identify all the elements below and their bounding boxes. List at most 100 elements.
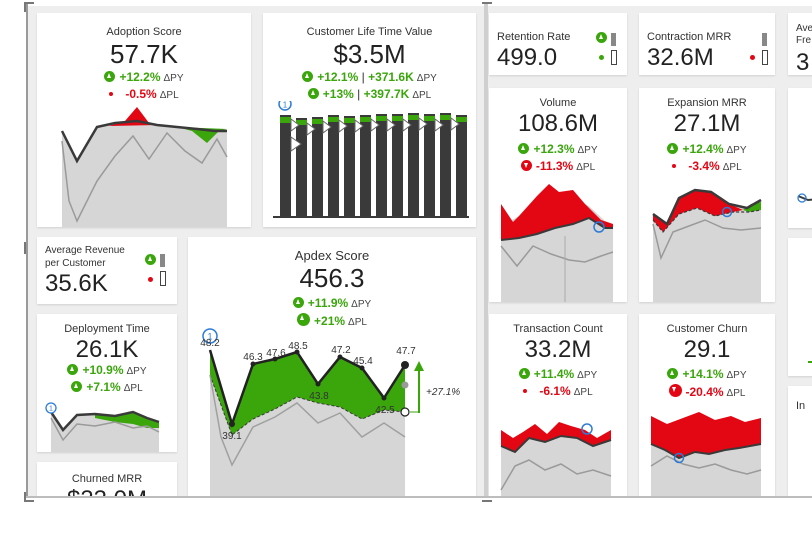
point-label: 39.1 <box>222 431 242 442</box>
mini-indicator <box>747 31 771 71</box>
point-label: 47.6 <box>266 348 286 359</box>
kpi-value: 456.3 <box>299 263 365 293</box>
card-title: In <box>796 400 806 412</box>
variance-chart: 1 48.2 39.1 46.3 47.6 48.5 43.8 47.2 45.… <box>200 328 460 498</box>
card-title-line2: Fre <box>796 35 811 46</box>
point-label: 46.3 <box>243 352 263 363</box>
kpi-value: 29.1 <box>683 336 731 363</box>
delta-py: +10.9% ΔPY <box>37 363 177 377</box>
arrow-up-icon <box>71 381 83 392</box>
card-customer-lifetime-value[interactable]: Customer Life Time Value $3.5M +12.1% | … <box>263 13 476 227</box>
card-apdex-score[interactable]: Apdex Score 456.3 +11.9% ΔPY +21% ΔPL 1 48… <box>188 237 476 498</box>
splitter-handle[interactable] <box>484 4 488 498</box>
delta-py: +12.1% | +371.6K ΔPY <box>263 70 476 84</box>
marker-label: 1 <box>283 101 288 110</box>
kpi-value: 35.6K <box>45 270 108 297</box>
arrow-up-icon <box>302 71 314 82</box>
kpi-value: $33.0M <box>37 486 177 498</box>
card-deployment-time[interactable]: Deployment Time 26.1K +10.9% ΔPY +7.1% ΔPL… <box>37 314 177 452</box>
card-title-line2: per Customer <box>45 258 106 269</box>
kpi-value: 3 <box>796 49 810 75</box>
card-customer-churn[interactable]: Customer Churn 29.1 +14.1% ΔPY -20.4% ΔPL <box>639 314 775 498</box>
corner-handle-top-left[interactable] <box>24 2 34 12</box>
delta-py: +11.9% ΔPY <box>188 296 476 310</box>
sparkline-chart <box>500 422 612 498</box>
card-partial-right-2[interactable] <box>788 238 812 376</box>
arrow-up-icon <box>104 71 116 82</box>
positive-dot-icon <box>599 55 604 60</box>
card-retention-rate[interactable]: Retention Rate 499.0 <box>489 13 627 75</box>
card-title: Customer Life Time Value <box>306 26 433 38</box>
arrow-up-icon <box>145 254 156 265</box>
card-transaction-count[interactable]: Transaction Count 33.2M +11.4% ΔPY -6.1% Δ… <box>489 314 627 498</box>
card-average-revenue-per-customer[interactable]: Average Revenue per Customer 35.6K <box>37 237 177 304</box>
marker-label: 1 <box>49 406 53 413</box>
card-title: Ave <box>796 23 812 34</box>
comparison-markers <box>290 117 460 152</box>
card-title: Average Revenue <box>45 245 125 256</box>
card-adoption-score[interactable]: Adoption Score 57.7K +12.2% ΔPY -0.5% ΔPL <box>37 13 251 227</box>
sparkline-chart <box>650 412 762 498</box>
kpi-value: 26.1K <box>75 336 139 363</box>
mini-indicator <box>145 253 173 293</box>
handle-bottom-middle[interactable] <box>482 492 492 502</box>
card-title: Contraction MRR <box>647 31 732 43</box>
card-expansion-mrr[interactable]: Expansion MRR 27.1M +12.4% ΔPY -3.4% ΔPL <box>639 88 775 302</box>
point-label: 48.5 <box>288 341 308 352</box>
marker-label: 1 <box>207 332 212 342</box>
delta-pl: -3.4% ΔPL <box>639 159 775 173</box>
card-churned-mrr[interactable]: Churned MRR $33.0M <box>37 462 177 498</box>
kpi-value: 27.1M <box>673 110 741 137</box>
kpi-value: $3.5M <box>333 39 406 69</box>
card-title: Apdex Score <box>294 248 370 263</box>
handle-top-middle[interactable] <box>482 2 492 12</box>
card-title: Volume <box>539 97 577 109</box>
delta-py: +12.4% ΔPY <box>639 142 775 156</box>
card-partial-right[interactable] <box>788 88 812 228</box>
kpi-value: 57.7K <box>110 39 178 69</box>
sparkline-chart <box>797 193 812 203</box>
card-title: Customer Churn <box>666 323 748 335</box>
kpi-value: 108.6M <box>517 110 599 137</box>
report-canvas: Adoption Score 57.7K +12.2% ΔPY -0.5% ΔPL … <box>28 6 812 498</box>
card-title: Retention Rate <box>497 31 571 43</box>
point-label: 48.2 <box>200 338 220 349</box>
arrow-up-icon <box>292 297 304 308</box>
arrow-down-icon <box>520 160 532 171</box>
card-partial-top-right[interactable]: Ave Fre 3 <box>788 13 812 75</box>
negative-dot-icon <box>672 164 677 168</box>
negative-dot-icon <box>148 277 153 282</box>
arrow-down-icon <box>668 384 682 397</box>
sparkline-chart <box>60 107 228 227</box>
kpi-value: 33.2M <box>524 336 592 363</box>
delta-pl: +21% ΔPL <box>188 313 476 328</box>
delta-py: +12.3% ΔPY <box>489 142 627 156</box>
variance-caps <box>280 115 467 125</box>
card-contraction-mrr[interactable]: Contraction MRR 32.6M <box>639 13 775 75</box>
delta-pl: -6.1% ΔPL <box>489 384 627 398</box>
arrow-up-icon <box>667 143 679 154</box>
delta-pl: -20.4% ΔPL <box>639 384 775 399</box>
corner-handle-bottom-left[interactable] <box>24 492 34 502</box>
delta-pl: +7.1% ΔPL <box>37 380 177 394</box>
bar-chart: 1 <box>273 101 469 218</box>
sparkline-chart <box>500 184 614 302</box>
arrow-up-icon <box>67 364 79 375</box>
bars <box>280 113 467 217</box>
resize-handle-bottom[interactable] <box>26 496 812 498</box>
card-volume[interactable]: Volume 108.6M +12.3% ΔPY -11.3% ΔPL <box>489 88 627 302</box>
arrow-up-icon <box>297 313 311 326</box>
delta-pl: -11.3% ΔPL <box>489 159 627 173</box>
negative-dot-icon <box>523 389 528 393</box>
delta-pl: -0.5% ΔPL <box>37 87 251 101</box>
kpi-value: 32.6M <box>647 44 714 71</box>
resize-handle-left[interactable] <box>26 4 28 498</box>
point-label: 43.8 <box>309 391 329 402</box>
card-title: Churned MRR <box>71 473 143 485</box>
card-title: Expansion MRR <box>667 97 747 109</box>
sparkline-chart: 1 <box>45 402 160 452</box>
handle-middle-left[interactable] <box>24 242 34 254</box>
card-partial-right-3[interactable]: In <box>788 386 812 498</box>
arrow-up-icon <box>596 32 607 43</box>
card-title: Adoption Score <box>106 26 182 38</box>
